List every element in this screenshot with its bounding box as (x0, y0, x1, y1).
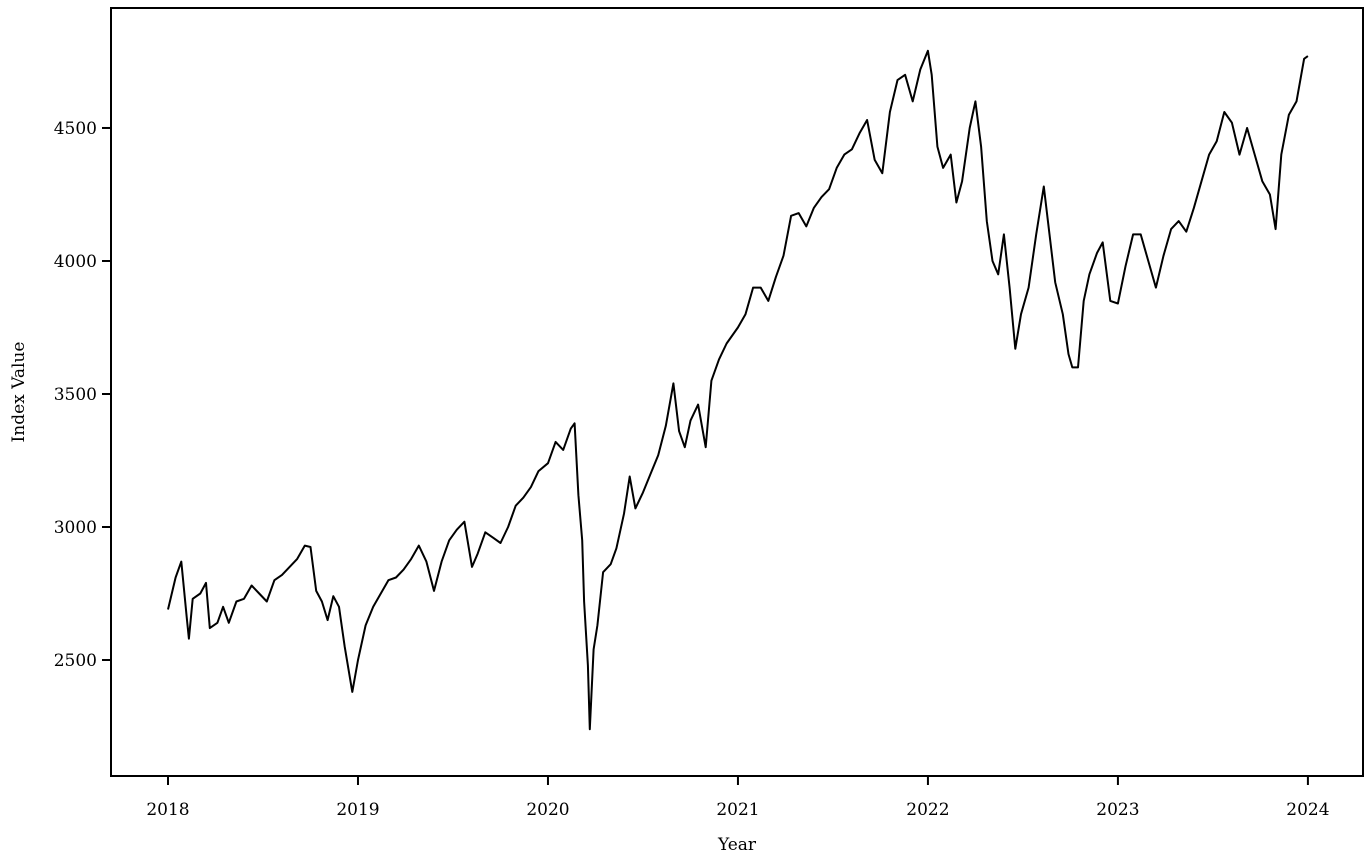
y-tick-label: 3000 (54, 518, 97, 538)
x-tick-label: 2020 (526, 800, 569, 820)
x-axis-label: Year (717, 835, 757, 855)
y-tick-label: 4500 (54, 119, 97, 139)
y-tick-label: 4000 (54, 252, 97, 272)
y-tick-label: 3500 (54, 385, 97, 405)
y-axis-label: Index Value (9, 342, 29, 443)
plot-frame (110, 7, 1364, 777)
x-tick-label: 2018 (146, 800, 189, 820)
y-tick-label: 2500 (54, 651, 97, 671)
x-tick-label: 2022 (906, 800, 949, 820)
x-tick-label: 2023 (1096, 800, 1139, 820)
data-line (167, 49, 1309, 731)
x-tick-label: 2021 (716, 800, 759, 820)
x-tick-label: 2019 (336, 800, 379, 820)
x-tick-label: 2024 (1286, 800, 1329, 820)
